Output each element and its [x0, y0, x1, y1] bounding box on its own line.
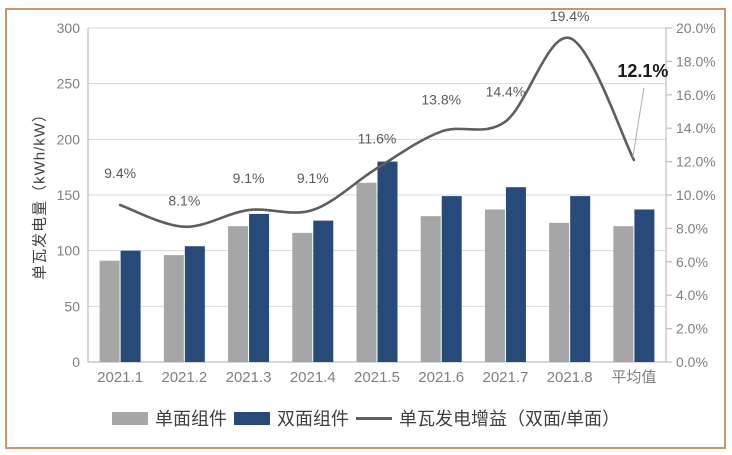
highlight-data-label: 12.1%: [617, 61, 668, 81]
x-axis-category-label: 2021.1: [97, 369, 143, 386]
legend-swatch-mono-facial-icon: [112, 411, 148, 425]
bar-mono-facial: [228, 226, 249, 362]
left-axis-tick-label: 200: [57, 131, 81, 147]
line-data-label: 14.4%: [486, 84, 526, 100]
gain-line: [118, 36, 636, 229]
bar-bi-facial: [249, 213, 270, 362]
bar-bi-facial: [441, 196, 462, 362]
line-data-label: 13.8%: [421, 92, 461, 108]
highlight-leader-line: [632, 87, 645, 158]
right-axis-tick-label: 6.0%: [676, 254, 708, 270]
x-axis-category-label: 2021.2: [161, 369, 207, 386]
left-axis-tick-label: 250: [57, 76, 81, 92]
bar-mono-facial: [484, 209, 505, 362]
right-axis-tick-label: 2.0%: [676, 321, 708, 337]
legend-label-bi-facial: 双面组件: [277, 409, 349, 429]
right-axis-tick-label: 4.0%: [676, 287, 708, 303]
bar-bi-facial: [634, 209, 655, 362]
right-axis-tick-label: 18.0%: [676, 53, 716, 69]
bar-bi-facial: [313, 220, 334, 362]
x-axis-category-label: 2021.7: [482, 369, 528, 386]
bar-mono-facial: [292, 232, 313, 362]
line-data-label: 8.1%: [168, 193, 200, 209]
line-data-label: 9.1%: [297, 170, 329, 186]
left-axis-tick-label: 150: [57, 187, 81, 203]
bar-mono-facial: [613, 226, 634, 362]
right-axis-tick-label: 20.0%: [676, 20, 716, 36]
bar-bi-facial: [184, 246, 205, 362]
right-axis-tick-label: 14.0%: [676, 120, 716, 136]
bar-mono-facial: [549, 222, 570, 362]
bar-bi-facial: [505, 187, 526, 362]
bar-mono-facial: [163, 255, 184, 362]
x-axis-category-label: 2021.3: [226, 369, 272, 386]
line-data-label: 19.4%: [550, 8, 590, 24]
left-axis-tick-label: 50: [64, 298, 80, 314]
right-axis-tick-label: 12.0%: [676, 154, 716, 170]
bar-bi-facial: [120, 250, 141, 362]
x-axis-category-label: 2021.6: [418, 369, 464, 386]
line-data-label: 11.6%: [358, 130, 397, 146]
x-axis-category-label: 2021.8: [547, 369, 593, 386]
left-axis-tick-label: 100: [57, 243, 81, 259]
legend-label-mono-facial: 单面组件: [155, 409, 227, 429]
left-axis-tick-label: 0: [72, 354, 80, 370]
right-axis-tick-label: 0.0%: [676, 354, 708, 370]
right-axis-tick-label: 10.0%: [676, 187, 716, 203]
right-axis-tick-label: 16.0%: [676, 87, 716, 103]
legend: 单面组件 双面组件 单瓦发电增益（双面/单面）: [0, 404, 732, 432]
bar-mono-facial: [99, 260, 120, 362]
x-axis-category-label: 2021.5: [354, 369, 400, 386]
legend-line-swatch-icon: [356, 416, 392, 420]
y-axis-title: 单瓦发电量（kWh/kW）: [31, 106, 49, 280]
bar-bi-facial: [570, 196, 591, 362]
bar-bi-facial: [377, 161, 398, 362]
x-axis-category-label: 平均值: [611, 369, 656, 386]
left-axis-tick-label: 300: [57, 20, 81, 36]
right-axis-tick-label: 8.0%: [676, 220, 708, 236]
legend-swatch-bi-facial-icon: [234, 411, 270, 425]
bar-mono-facial: [420, 216, 441, 362]
line-data-label: 9.1%: [233, 170, 265, 186]
bar-mono-facial: [356, 182, 377, 362]
line-data-label: 9.4%: [104, 165, 136, 181]
legend-label-gain-line: 单瓦发电增益（双面/单面）: [399, 409, 620, 429]
x-axis-category-label: 2021.4: [290, 369, 336, 386]
